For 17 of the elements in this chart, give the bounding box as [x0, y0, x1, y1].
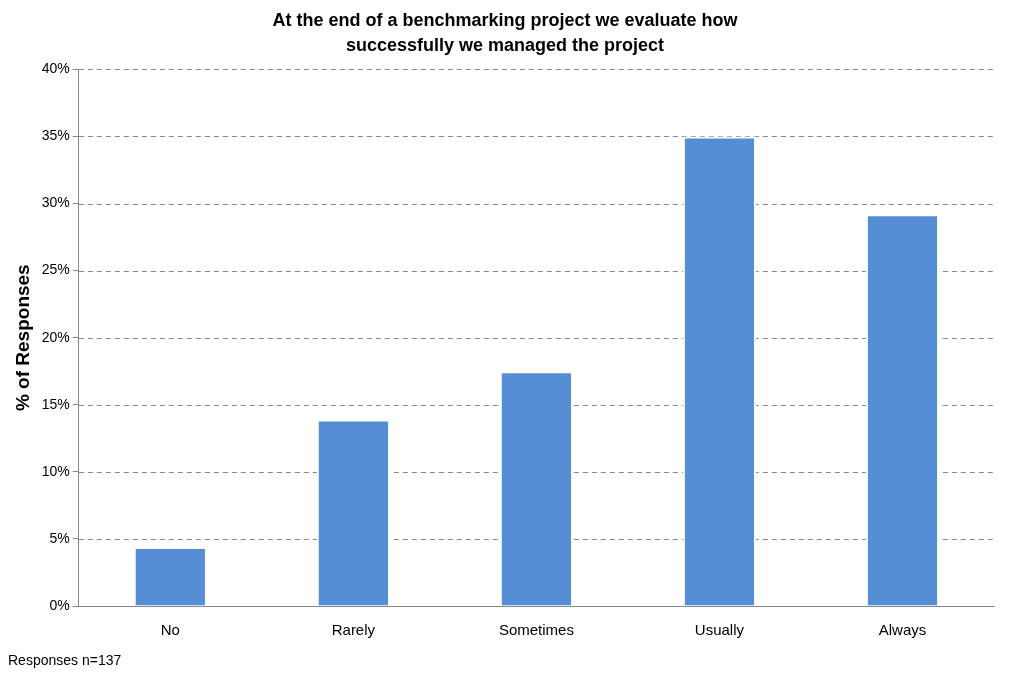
y-tick-label: 30% — [41, 194, 70, 211]
y-tick-label: 10% — [41, 462, 70, 479]
text: Responses n=137 — [8, 652, 123, 668]
y-tick-label: 15% — [41, 395, 70, 412]
y-tick-label: 0% — [49, 596, 70, 613]
x-tick-label: Always — [878, 621, 927, 639]
x-tick-label: Usually — [694, 621, 745, 639]
x-tick-label: Rarely — [331, 621, 376, 639]
y-tick-label: 35% — [41, 127, 70, 144]
y-tick-label: 40% — [41, 60, 70, 77]
x-tick-label: No — [160, 621, 180, 639]
y-tick-label: 25% — [41, 261, 70, 278]
chart-title: At the end of a benchmarking project we evaluate how successfully we managed the project — [271, 9, 739, 57]
y-tick-label: 20% — [41, 328, 70, 345]
x-tick-label: Sometimes — [498, 621, 574, 639]
y-tick-label: 5% — [49, 529, 70, 546]
y-axis-title: % of Responses — [11, 264, 33, 412]
